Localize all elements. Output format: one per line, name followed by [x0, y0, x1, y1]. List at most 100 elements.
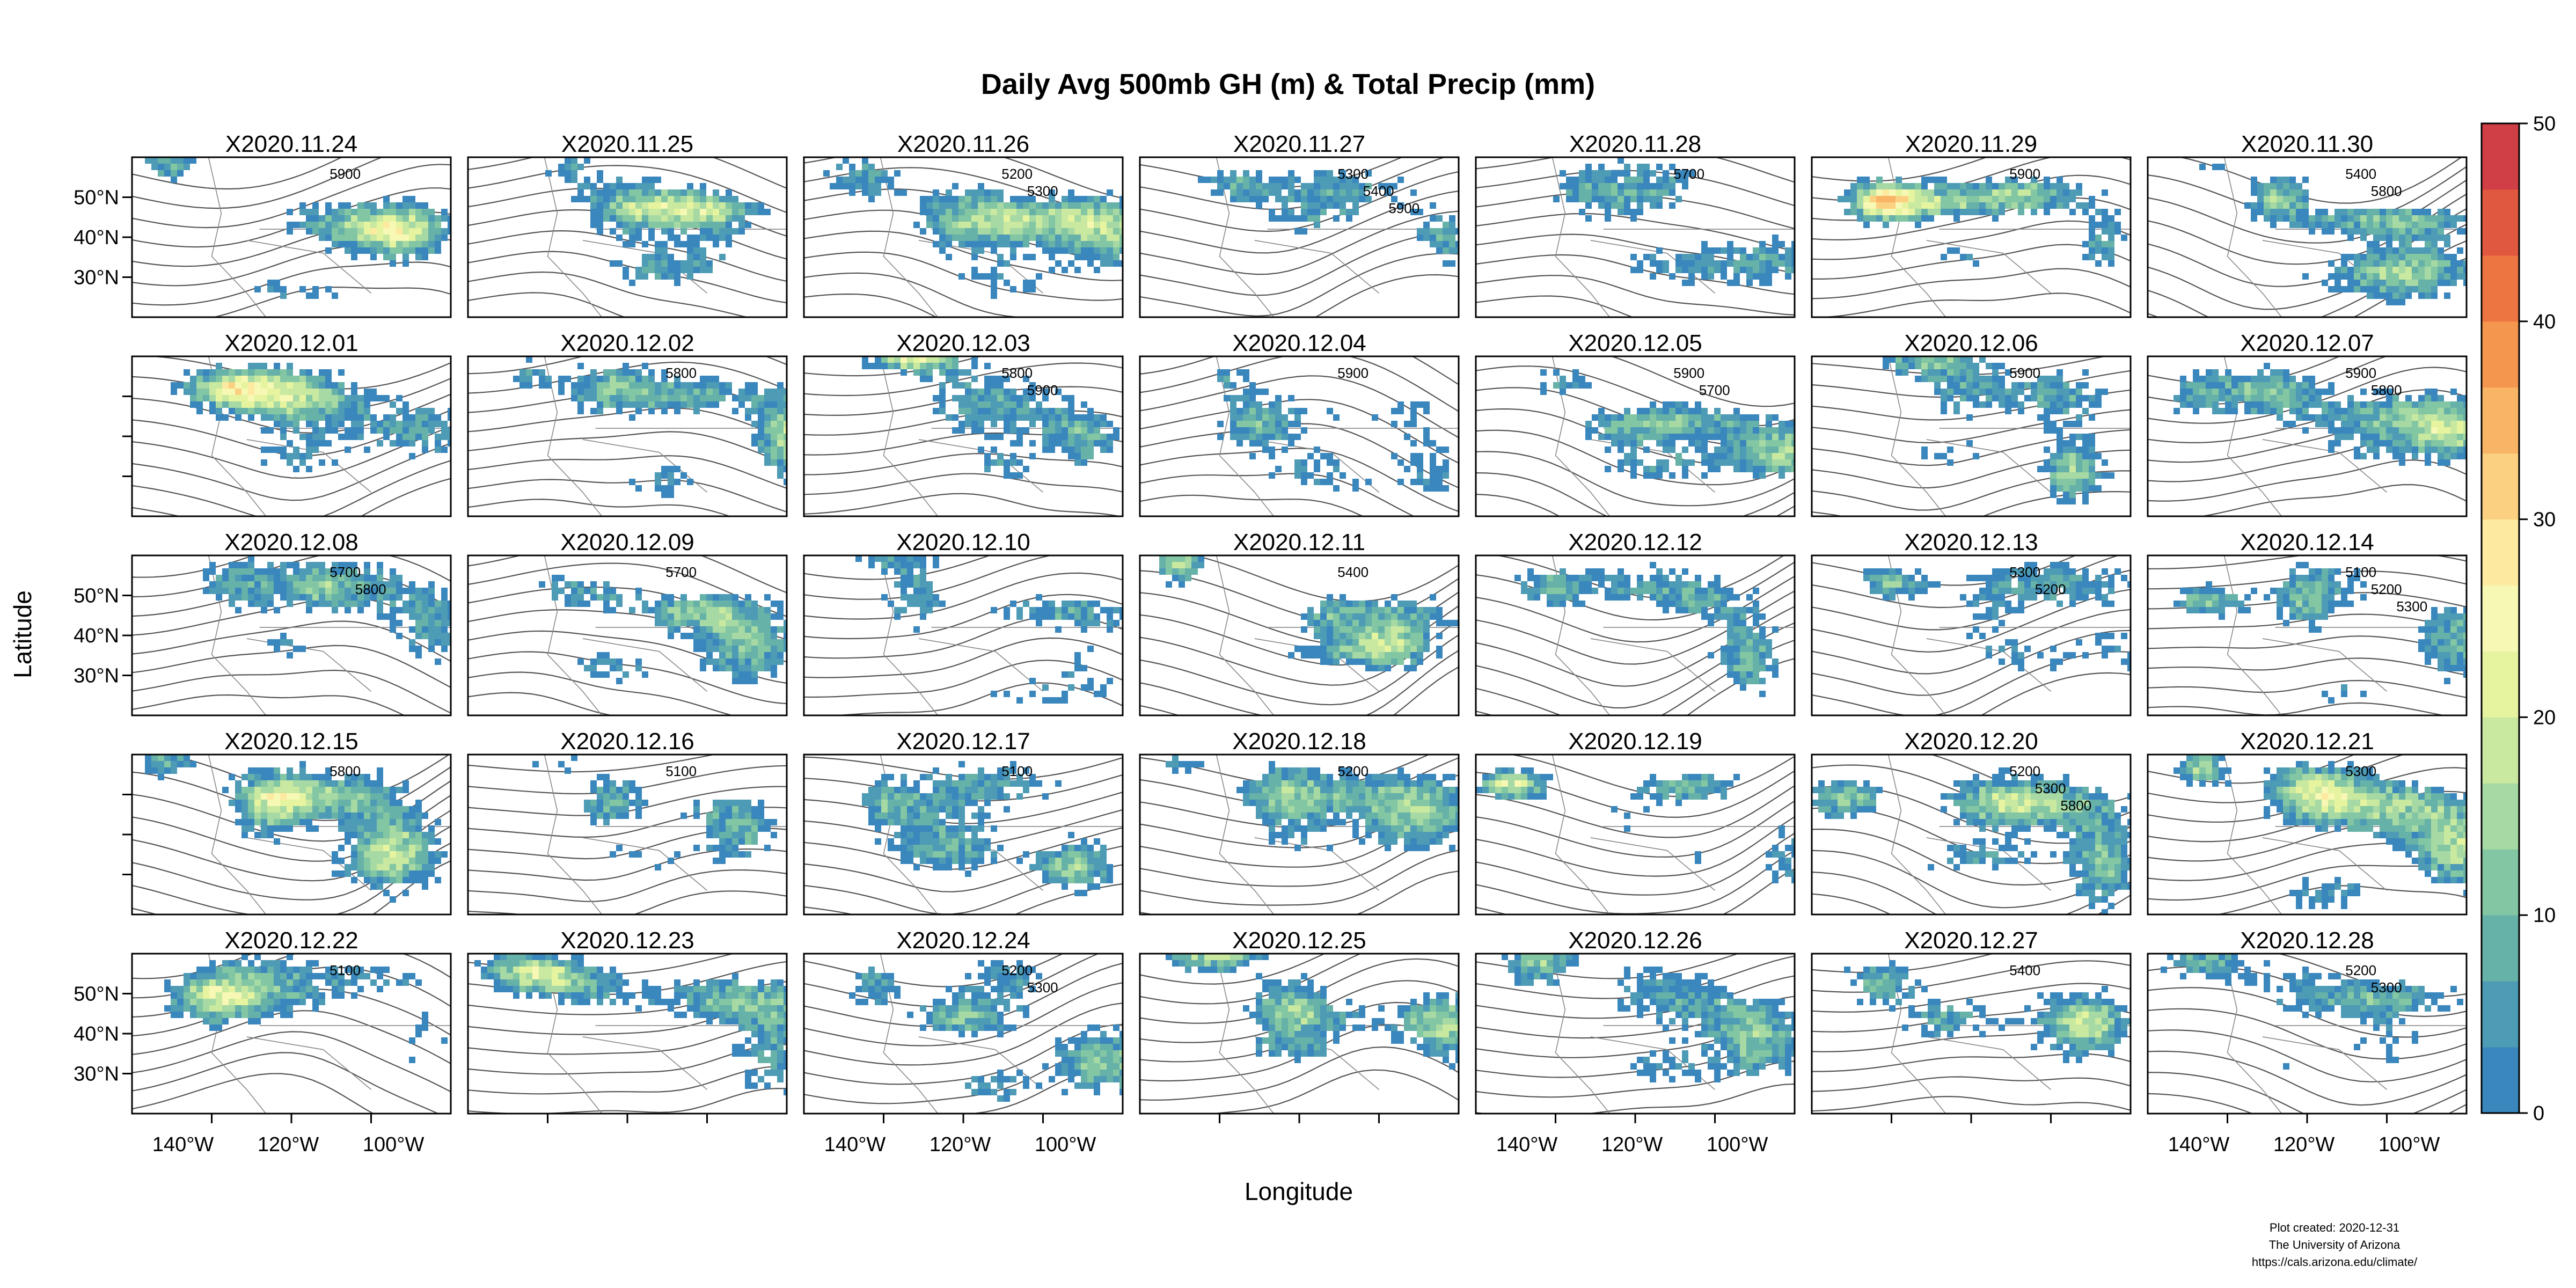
precip-field — [823, 157, 1123, 299]
footer-url: https://cals.arizona.edu/climate/ — [2251, 1255, 2418, 1269]
map-panel: 5100 X2020.12.17 — [803, 728, 1124, 916]
contour-label: 5800 — [2371, 183, 2402, 199]
gh-contour-line — [1140, 954, 1326, 985]
panel-frame — [1475, 156, 1796, 318]
contour-label: 5300 — [2009, 564, 2040, 580]
x-tick-label: 140°W — [824, 1133, 886, 1156]
precip-field — [2174, 755, 2467, 909]
precip-field — [849, 960, 1123, 1102]
contour-label: 5700 — [1673, 166, 1704, 182]
contour-label: 5300 — [2396, 598, 2427, 614]
panel-title: X2020.11.29 — [1905, 131, 2037, 157]
panel-frame — [467, 355, 788, 517]
panel-title: X2020.12.15 — [224, 728, 358, 755]
gh-contour-line — [1140, 634, 1459, 706]
coastline — [880, 555, 1123, 715]
panel-frame — [1811, 355, 2132, 517]
gh-contour-line — [2148, 1029, 2467, 1082]
coastline — [1552, 755, 1795, 914]
colorbar-tick-label: 10 — [2533, 904, 2556, 927]
colorbar-swatch — [2482, 189, 2519, 256]
panel-title: X2020.11.25 — [561, 131, 693, 157]
contour-label: 5300 — [2345, 763, 2376, 779]
map-panel: 5200 X2020.12.18 — [1139, 728, 1460, 916]
contour-label: 5900 — [2009, 365, 2040, 381]
contour-label: 5800 — [665, 365, 697, 381]
gh-contour-line — [1140, 1046, 1459, 1101]
gh-contour-line — [1812, 268, 2131, 299]
gh-contour-line — [2148, 555, 2467, 569]
gh-contour-line — [1476, 493, 1795, 516]
gh-contour-line — [804, 1002, 1123, 1066]
gh-contour-line — [468, 431, 787, 465]
map-panel: 5400 X2020.12.27 — [1811, 927, 2132, 1115]
colorbar-swatch — [2482, 1047, 2519, 1114]
panel-frame — [1475, 554, 1796, 716]
gh-contour-line — [2148, 389, 2467, 444]
panel-frame — [467, 156, 788, 318]
contour-label: 5200 — [2009, 763, 2040, 779]
gh-contour-line — [468, 230, 787, 282]
coastline — [1552, 157, 1795, 317]
precip-field — [862, 761, 1113, 896]
gh-contour-line — [804, 473, 1123, 495]
y-tick-label: 50°N — [74, 585, 119, 608]
gh-contour-line — [468, 1022, 787, 1055]
precip-field — [203, 555, 451, 665]
gh-contour-line — [804, 637, 1123, 678]
panel-frame — [467, 554, 788, 716]
gh-contour-line — [1816, 292, 2131, 317]
precip-field — [2199, 164, 2467, 305]
gh-contour-line — [804, 453, 1123, 475]
map-panel: 5800 X2020.12.02 — [467, 330, 788, 517]
footer-institution: The University of Arizona — [2268, 1238, 2401, 1252]
gh-contour-line — [468, 869, 787, 902]
precip-field — [1844, 960, 2131, 1063]
gh-contour-line — [1812, 630, 2131, 696]
precip-field — [164, 954, 448, 1063]
gh-contour-line — [132, 555, 255, 578]
gh-contour-line — [2148, 657, 2467, 676]
colorbar-tick-label: 50 — [2533, 113, 2556, 135]
gh-contour-line — [1140, 253, 1459, 317]
gh-contour-line — [2148, 635, 2467, 654]
gh-contour-line — [1980, 672, 2131, 715]
map-panel: X2020.12.23 — [467, 927, 788, 1115]
contour-label: 5700 — [330, 564, 361, 580]
coastline — [2223, 954, 2467, 1114]
colorbar-swatch — [2482, 519, 2519, 586]
gh-contour-line — [468, 499, 731, 516]
precip-field — [532, 755, 777, 870]
contour-label: 5700 — [1699, 382, 1730, 398]
panel-title: X2020.12.23 — [560, 927, 694, 954]
panel-frame — [467, 753, 788, 916]
gh-contour-line — [468, 1087, 787, 1114]
y-tick-label: 40°N — [74, 625, 119, 647]
x-tick-label: 100°W — [1707, 1133, 1768, 1156]
contour-label: 5900 — [2009, 166, 2040, 182]
gh-contour-line — [1476, 785, 1795, 838]
gh-contour-line — [2148, 1008, 2467, 1060]
x-tick-label: 140°W — [152, 1133, 214, 1156]
gh-contour-line — [1609, 356, 1795, 407]
contour-label: 5900 — [1027, 382, 1058, 398]
gh-contour-line — [132, 393, 451, 434]
panel-frame — [1139, 156, 1460, 318]
panel-title: X2020.11.26 — [897, 131, 1029, 157]
contour-label: 5100 — [2345, 564, 2376, 580]
contour-label: 5200 — [1001, 166, 1033, 182]
precip-field — [474, 954, 787, 1095]
panel-title: X2020.12.13 — [1904, 529, 2038, 555]
y-tick-label: 50°N — [74, 983, 119, 1006]
panel-frame — [1811, 554, 2132, 716]
contour-label: 5800 — [2060, 797, 2091, 814]
x-tick-label: 120°W — [1601, 1133, 1663, 1156]
gh-contour-line — [804, 572, 1123, 620]
gh-contour-line — [1140, 210, 1459, 275]
colorbar-swatch — [2482, 255, 2519, 322]
gh-contour-line — [132, 460, 451, 516]
gh-contour-line — [804, 982, 1123, 1046]
